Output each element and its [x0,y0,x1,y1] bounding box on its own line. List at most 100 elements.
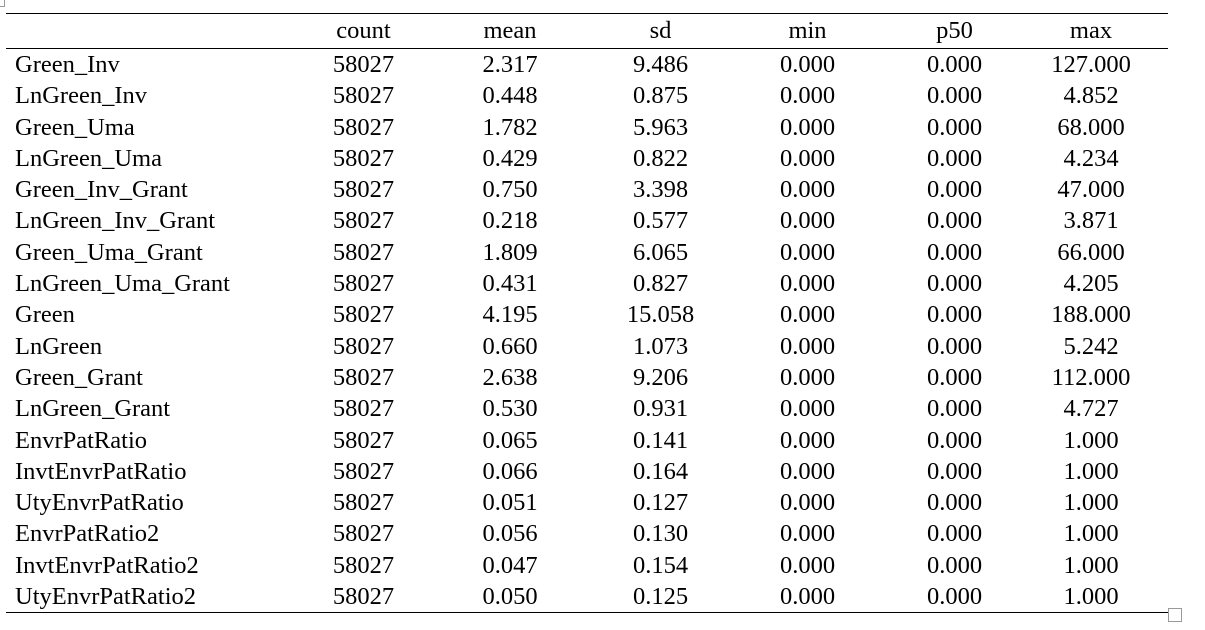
min-cell: 0.000 [779,489,836,517]
mean-cell: 0.448 [482,82,538,110]
count-cell: 58027 [332,457,395,485]
mean-cell: 4.195 [482,301,538,329]
min-cell: 0.000 [779,238,836,266]
p50-cell: 0.000 [926,144,983,172]
header-min: min [788,17,827,44]
header-p50: p50 [936,17,973,44]
p50-cell: 0.000 [926,207,983,235]
count-cell: 58027 [332,270,395,298]
count-cell: 58027 [332,82,395,110]
p50-cell: 0.000 [926,520,983,548]
count-cell: 58027 [332,551,395,579]
table-row: EnvrPatRatio2 58027 0.056 0.130 0.000 0.000 1.… [6,518,1168,549]
min-cell: 0.000 [779,144,836,172]
max-cell: 3.871 [1063,207,1119,235]
count-cell: 58027 [332,489,395,517]
variable-name-cell: Green [15,301,75,329]
sd-cell: 0.577 [632,207,689,235]
header-count: count [336,17,391,44]
table-row: InvtEnvrPatRatio 58027 0.066 0.164 0.000 0.00… [6,456,1168,487]
text-boundary-corner-mark [0,0,5,7]
count-cell: 58027 [332,113,395,141]
table-row: LnGreen_Uma_Grant 58027 0.431 0.827 0.000 0.0… [6,268,1168,299]
variable-name-cell: LnGreen_Grant [15,395,171,423]
mean-cell: 0.056 [482,520,538,548]
p50-cell: 0.000 [926,301,983,329]
max-cell: 112.000 [1051,363,1131,391]
min-cell: 0.000 [779,82,836,110]
min-cell: 0.000 [779,270,836,298]
sd-cell: 0.164 [632,457,689,485]
sd-cell: 0.130 [632,520,689,548]
table-row: LnGreen_Grant 58027 0.530 0.931 0.000 0.000 4.… [6,393,1168,424]
p50-cell: 0.000 [926,363,983,391]
variable-name-cell: LnGreen_Inv_Grant [15,207,216,235]
sd-cell: 6.065 [632,238,689,266]
mean-cell: 0.051 [482,489,538,517]
count-cell: 58027 [332,301,395,329]
table-row: LnGreen_Uma 58027 0.429 0.822 0.000 0.000 4.23… [6,143,1168,174]
min-cell: 0.000 [779,583,836,611]
mean-cell: 0.429 [482,144,538,172]
min-cell: 0.000 [779,301,836,329]
variable-name-cell: InvtEnvrPatRatio [15,457,187,485]
table-body: Green_Inv 58027 2.317 9.486 0.000 0.000 127.00… [6,49,1168,613]
sd-cell: 0.127 [632,489,689,517]
p50-cell: 0.000 [926,395,983,423]
mean-cell: 1.809 [482,238,538,266]
max-cell: 1.000 [1063,426,1119,454]
variable-name-cell: LnGreen [15,332,103,360]
mean-cell: 2.638 [482,363,538,391]
sd-cell: 0.141 [632,426,689,454]
mean-cell: 0.050 [482,583,538,611]
min-cell: 0.000 [779,457,836,485]
summary-statistics-table-wrapper: count mean sd min p50 max Green_Inv 58027… [6,13,1168,613]
sd-cell: 9.206 [632,363,689,391]
table-row: LnGreen_Inv_Grant 58027 0.218 0.577 0.000 0.0… [6,205,1168,236]
header-max: max [1069,17,1113,44]
p50-cell: 0.000 [926,113,983,141]
table-row: Green_Uma 58027 1.782 5.963 0.000 0.000 68.000 [6,112,1168,143]
variable-name-cell: Green_Inv_Grant [15,176,188,204]
mean-cell: 0.530 [482,395,538,423]
count-cell: 58027 [332,176,395,204]
mean-cell: 0.660 [482,332,538,360]
min-cell: 0.000 [779,551,836,579]
max-cell: 1.000 [1063,457,1119,485]
variable-name-cell: UtyEnvrPatRatio2 [15,583,197,611]
variable-name-cell: Green_Grant [15,363,143,391]
count-cell: 58027 [332,363,395,391]
max-cell: 4.234 [1063,144,1119,172]
variable-name-cell: Green_Uma [15,113,135,141]
sd-cell: 5.963 [632,113,689,141]
min-cell: 0.000 [779,113,836,141]
max-cell: 188.000 [1051,301,1131,329]
max-cell: 66.000 [1057,238,1125,266]
mean-cell: 0.218 [482,207,538,235]
min-cell: 0.000 [779,176,836,204]
count-cell: 58027 [332,51,395,78]
table-resize-handle[interactable] [1168,608,1182,622]
min-cell: 0.000 [779,363,836,391]
min-cell: 0.000 [779,332,836,360]
count-cell: 58027 [332,426,395,454]
variable-name-cell: LnGreen_Uma [15,144,162,172]
sd-cell: 1.073 [632,332,689,360]
mean-cell: 2.317 [482,51,538,78]
count-cell: 58027 [332,332,395,360]
table-row: EnvrPatRatio 58027 0.065 0.141 0.000 0.000 1.0… [6,425,1168,456]
table-row: Green_Inv_Grant 58027 0.750 3.398 0.000 0.000… [6,174,1168,205]
max-cell: 47.000 [1057,176,1125,204]
mean-cell: 0.065 [482,426,538,454]
max-cell: 68.000 [1057,113,1125,141]
p50-cell: 0.000 [926,176,983,204]
count-cell: 58027 [332,583,395,611]
min-cell: 0.000 [779,426,836,454]
p50-cell: 0.000 [926,270,983,298]
mean-cell: 1.782 [482,113,538,141]
min-cell: 0.000 [779,395,836,423]
sd-cell: 0.822 [632,144,689,172]
p50-cell: 0.000 [926,238,983,266]
sd-cell: 0.875 [632,82,689,110]
table-row: InvtEnvrPatRatio2 58027 0.047 0.154 0.000 0.0… [6,550,1168,581]
